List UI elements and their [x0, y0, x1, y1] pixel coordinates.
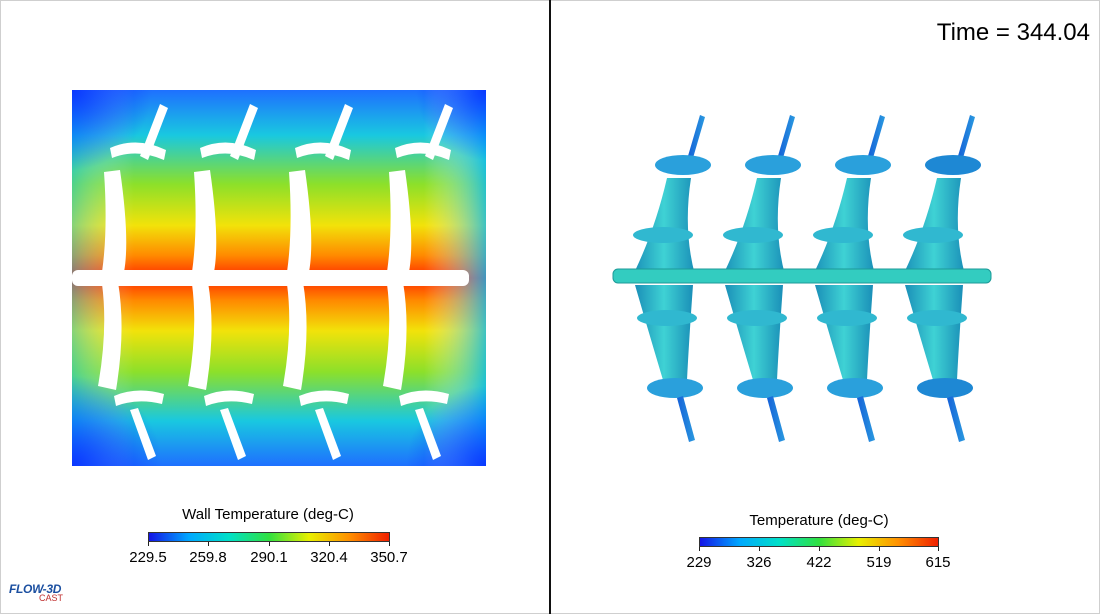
colorbar-tick — [759, 547, 760, 551]
colorbar-tick-label: 422 — [806, 554, 832, 571]
temperature-colorbar: 229 326 422 519 615 — [686, 537, 951, 577]
panel-divider — [549, 0, 551, 614]
colorbar-tick-label: 320.4 — [310, 549, 348, 566]
wall-temperature-map — [72, 90, 486, 466]
colorbar-tick-label: 229 — [686, 554, 712, 571]
colorbar-tick — [208, 542, 209, 546]
colorbar-tick — [269, 542, 270, 546]
colorbar-tick — [879, 547, 880, 551]
colorbar-tick — [938, 547, 939, 551]
colorbar-tick-label: 259.8 — [189, 549, 227, 566]
insulator-1 — [633, 115, 711, 442]
time-readout: Time = 344.04 — [936, 19, 1090, 46]
colorbar-tick — [389, 542, 390, 546]
wall-temperature-colorbar: 229.5 259.8 290.1 320.4 350.7 — [129, 532, 408, 572]
insulator-3 — [813, 115, 891, 442]
logo-sub-text: CAST — [39, 593, 64, 603]
colorbar-gradient — [148, 532, 390, 542]
insulator-2 — [723, 115, 801, 442]
colorbar-tick — [329, 542, 330, 546]
colorbar-tick-label: 290.1 — [250, 549, 288, 566]
colorbar-tick — [148, 542, 149, 546]
colorbar-tick-label: 615 — [925, 554, 951, 571]
casting-3d-view — [612, 115, 992, 442]
insulator-4 — [903, 115, 981, 442]
colorbar-tick-label: 350.7 — [370, 549, 408, 566]
logo-main-text: FLOW-3D — [9, 582, 62, 596]
colorbar-tick-label: 519 — [866, 554, 892, 571]
colorbar-tick-label: 326 — [746, 554, 772, 571]
colorbar-tick — [819, 547, 820, 551]
runner-bar — [612, 268, 992, 284]
wall-temperature-legend-title: Wall Temperature (deg-C) — [182, 506, 354, 523]
colorbar-gradient — [699, 537, 939, 547]
temperature-legend-title: Temperature (deg-C) — [749, 512, 889, 529]
flow3d-cast-logo: FLOW-3D CAST — [9, 582, 63, 603]
colorbar-tick — [699, 547, 700, 551]
colorbar-tick-label: 229.5 — [129, 549, 167, 566]
